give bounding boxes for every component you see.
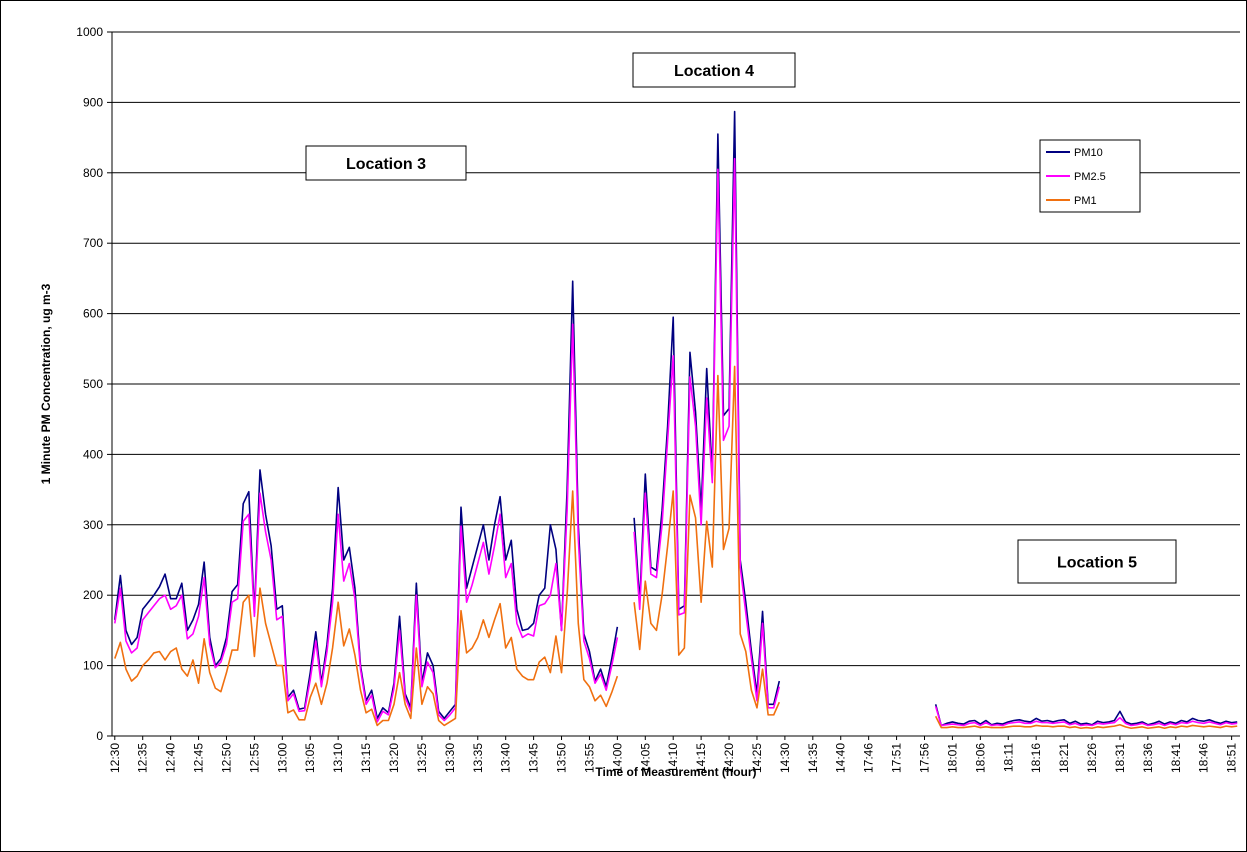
x-tick-label: 14:20 bbox=[722, 743, 736, 773]
x-tick-label: 13:20 bbox=[387, 743, 401, 773]
x-tick-label: 18:31 bbox=[1113, 743, 1127, 773]
y-tick-label: 900 bbox=[83, 95, 103, 109]
series-line bbox=[113, 157, 1238, 727]
annotation: Location 3 bbox=[346, 156, 426, 173]
x-tick-label: 14:15 bbox=[694, 743, 708, 773]
legend-label: PM2.5 bbox=[1074, 171, 1106, 183]
x-tick-label: 13:25 bbox=[415, 743, 429, 773]
y-tick-label: 800 bbox=[83, 166, 103, 180]
x-tick-label: 17:46 bbox=[862, 743, 876, 773]
x-tick-label: 14:35 bbox=[806, 743, 820, 773]
y-tick-label: 700 bbox=[83, 236, 103, 250]
annotation-box bbox=[632, 52, 796, 88]
y-tick-label: 200 bbox=[83, 588, 103, 602]
y-tick-label: 400 bbox=[83, 447, 103, 461]
x-tick-label: 12:30 bbox=[108, 743, 122, 773]
x-tick-label: 18:16 bbox=[1029, 743, 1043, 773]
x-tick-label: 12:40 bbox=[164, 743, 178, 773]
x-tick-label: 14:00 bbox=[610, 743, 624, 773]
x-tick-label: 18:11 bbox=[1001, 743, 1015, 772]
x-tick-label: 17:56 bbox=[917, 743, 931, 773]
x-tick-label: 17:51 bbox=[890, 743, 904, 773]
legend-label: PM10 bbox=[1074, 147, 1103, 159]
y-tick-label: 1000 bbox=[76, 25, 103, 39]
series-line bbox=[114, 365, 1238, 730]
x-tick-label: 13:15 bbox=[359, 743, 373, 773]
x-tick-label: 14:40 bbox=[834, 743, 848, 773]
x-tick-label: 13:35 bbox=[471, 743, 485, 773]
y-tick-label: 600 bbox=[83, 307, 103, 321]
annotation: Location 4 bbox=[674, 63, 754, 80]
annotation-box bbox=[305, 145, 467, 181]
x-tick-label: 18:36 bbox=[1141, 743, 1155, 773]
x-tick-label: 12:55 bbox=[247, 743, 261, 773]
y-tick-label: 500 bbox=[83, 377, 103, 391]
x-tick-label: 18:26 bbox=[1085, 743, 1099, 773]
x-tick-label: 13:55 bbox=[582, 743, 596, 773]
x-tick-label: 18:21 bbox=[1057, 743, 1071, 773]
y-tick-label: 0 bbox=[96, 729, 103, 743]
x-tick-label: 13:45 bbox=[527, 743, 541, 773]
x-tick-label: 13:10 bbox=[331, 743, 345, 773]
x-tick-label: 13:00 bbox=[275, 743, 289, 773]
x-tick-label: 12:50 bbox=[219, 743, 233, 773]
x-tick-label: 13:30 bbox=[443, 743, 457, 773]
x-tick-label: 14:30 bbox=[778, 743, 792, 773]
x-tick-label: 14:10 bbox=[666, 743, 680, 773]
y-axis-title: 1 Minute PM Concentration, ug m-3 bbox=[39, 283, 53, 484]
x-tick-label: 14:25 bbox=[750, 743, 764, 773]
x-tick-label: 18:46 bbox=[1197, 743, 1211, 773]
annotation-box bbox=[1017, 539, 1177, 584]
x-tick-label: 18:51 bbox=[1225, 743, 1239, 773]
x-tick-label: 18:41 bbox=[1169, 743, 1183, 773]
x-tick-label: 14:05 bbox=[638, 743, 652, 773]
x-tick-label: 13:05 bbox=[303, 743, 317, 773]
x-tick-label: 12:35 bbox=[136, 743, 150, 773]
x-tick-label: 13:40 bbox=[499, 743, 513, 773]
x-axis-title: Time of Measurement (hour) bbox=[595, 765, 756, 779]
x-tick-label: 12:45 bbox=[192, 743, 206, 773]
annotation: Location 5 bbox=[1057, 555, 1137, 572]
x-tick-label: 18:06 bbox=[973, 743, 987, 773]
y-tick-label: 300 bbox=[83, 518, 103, 532]
x-tick-label: 18:01 bbox=[945, 743, 959, 773]
y-tick-label: 100 bbox=[83, 659, 103, 673]
x-tick-label: 13:50 bbox=[555, 743, 569, 773]
legend-label: PM1 bbox=[1074, 195, 1097, 207]
